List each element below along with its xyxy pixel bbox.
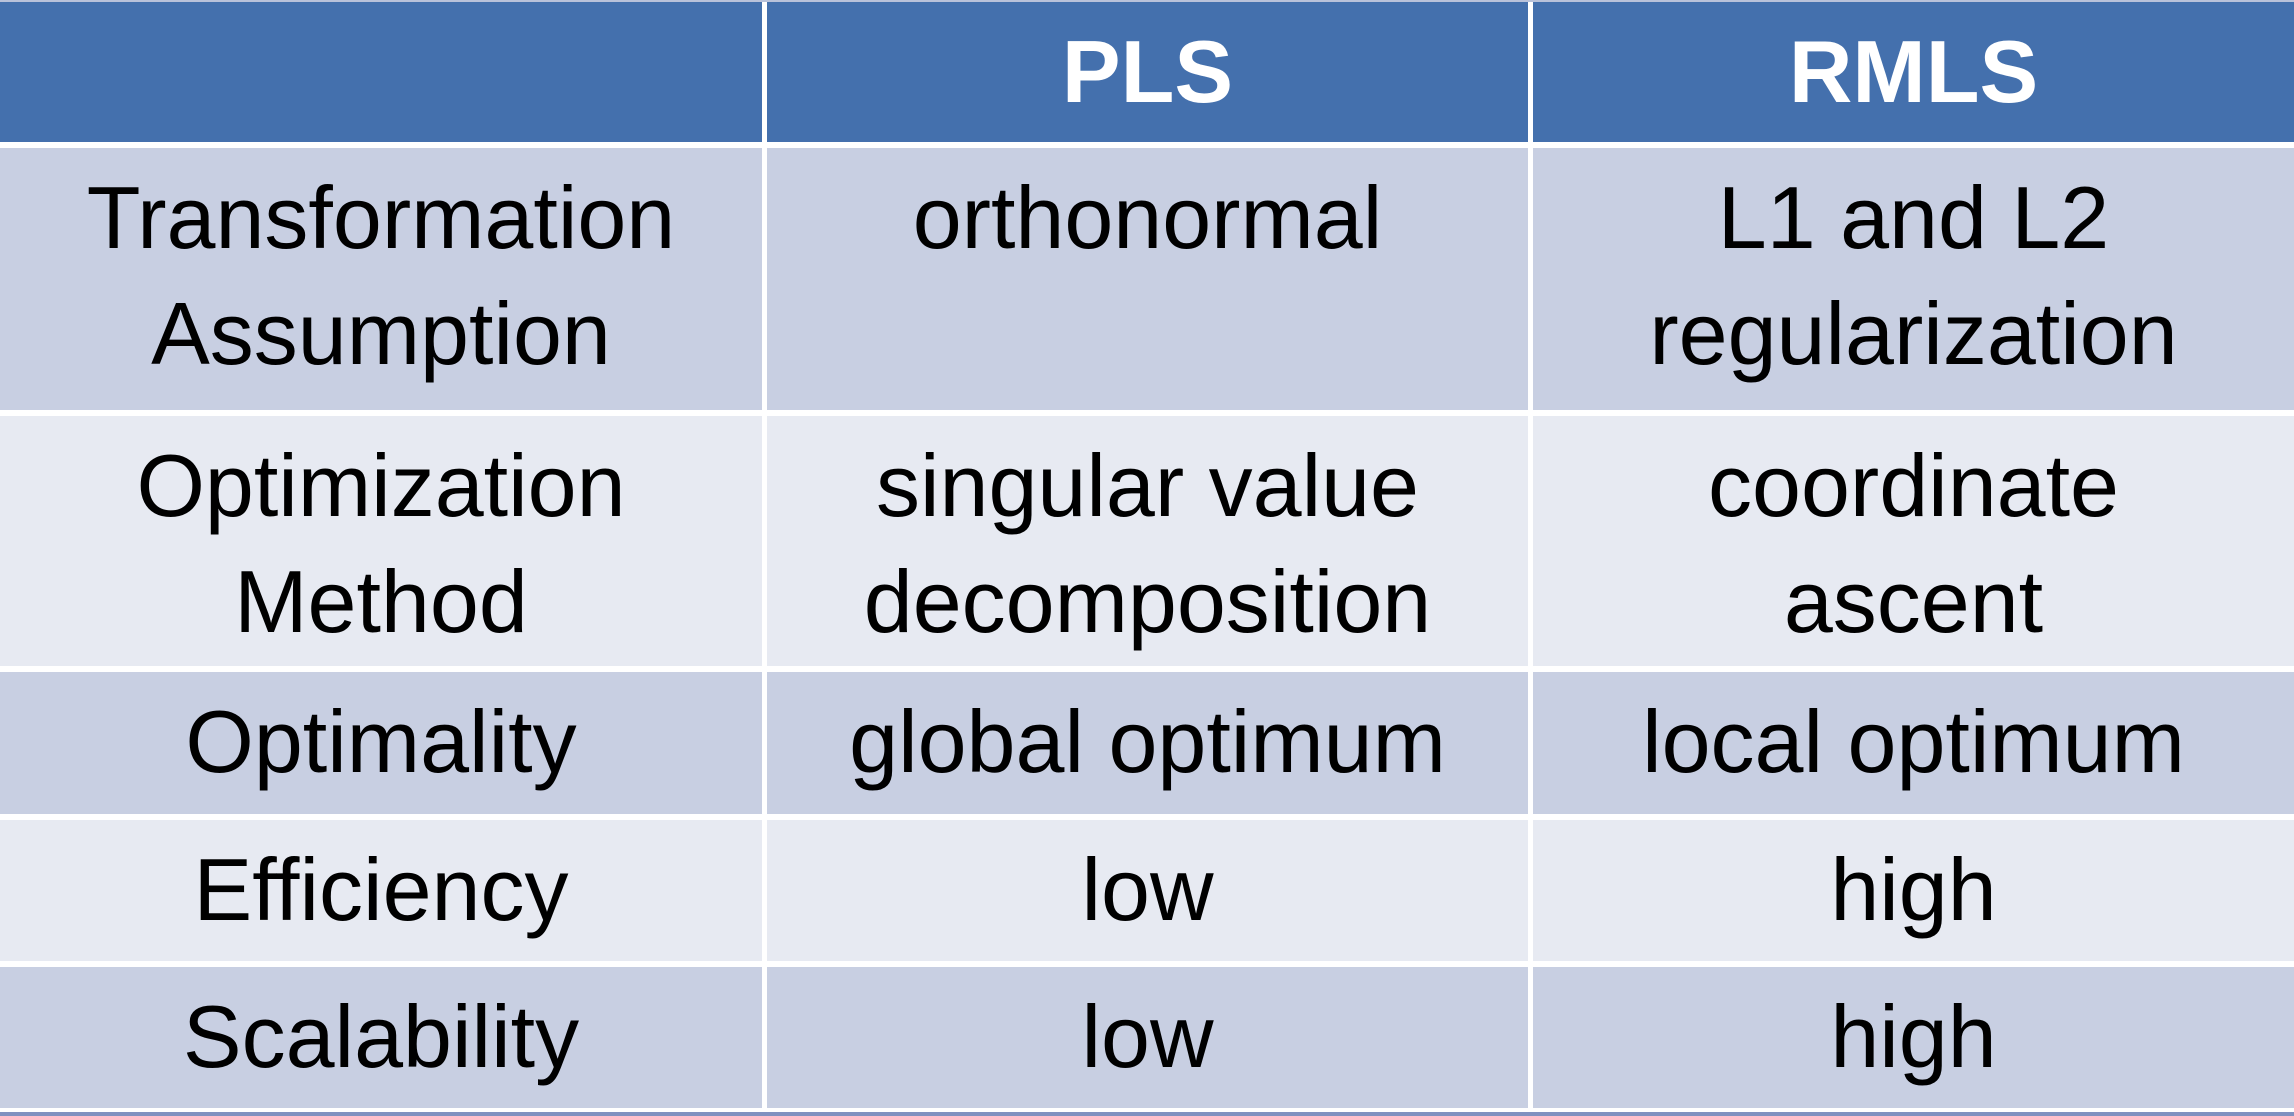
- pls-cell: orthonormal: [767, 148, 1528, 410]
- header-cell-rmls: RMLS: [1533, 2, 2294, 142]
- row-label-cell: Efficiency: [0, 820, 762, 961]
- header-cell-empty: [0, 2, 762, 142]
- pls-cell: singular value decomposition: [767, 416, 1528, 666]
- rmls-cell: coordinate ascent: [1533, 416, 2294, 666]
- row-label-cell: Optimization Method: [0, 416, 762, 666]
- header-cell-pls: PLS: [767, 2, 1528, 142]
- rmls-cell: L1 and L2 regularization: [1533, 148, 2294, 410]
- pls-cell: low: [767, 967, 1528, 1108]
- rmls-cell: high: [1533, 820, 2294, 961]
- rmls-cell: high: [1533, 967, 2294, 1108]
- rmls-cell: local optimum: [1533, 672, 2294, 814]
- row-label-cell: Transformation Assumption: [0, 148, 762, 410]
- pls-cell: low: [767, 820, 1528, 961]
- row-label-cell: Optimality: [0, 672, 762, 814]
- pls-cell: global optimum: [767, 672, 1528, 814]
- row-label-cell: Scalability: [0, 967, 762, 1108]
